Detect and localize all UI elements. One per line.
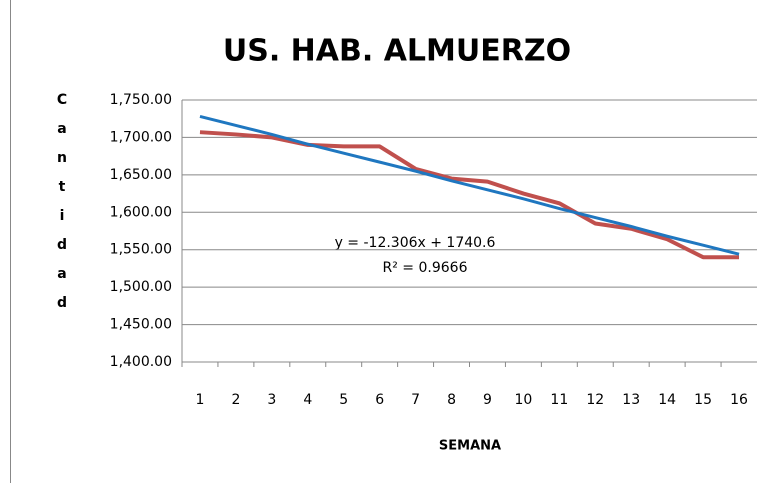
x-axis-label: SEMANA bbox=[439, 439, 501, 454]
y-tick-label: 1,650.00 bbox=[110, 167, 172, 183]
x-tick-label: 7 bbox=[411, 392, 420, 408]
y-tick-label: 1,750.00 bbox=[110, 92, 172, 108]
y-tick-label: 1,700.00 bbox=[110, 129, 172, 145]
y-axis-label: Cantidad bbox=[54, 92, 70, 324]
x-tick-label: 10 bbox=[514, 392, 532, 408]
x-tick-label: 8 bbox=[447, 392, 456, 408]
x-tick-label: 14 bbox=[658, 392, 676, 408]
x-tick-label: 15 bbox=[694, 392, 712, 408]
x-tick-label: 2 bbox=[231, 392, 240, 408]
x-tick-label: 9 bbox=[483, 392, 492, 408]
x-tick-label: 12 bbox=[586, 392, 604, 408]
x-tick-label: 1 bbox=[196, 392, 205, 408]
y-tick-label: 1,500.00 bbox=[110, 279, 172, 295]
x-tick-label: 6 bbox=[375, 392, 384, 408]
y-tick-label: 1,550.00 bbox=[110, 242, 172, 258]
series-line bbox=[199, 115, 740, 256]
x-tick-label: 16 bbox=[730, 392, 748, 408]
y-tick-label: 1,400.00 bbox=[110, 354, 172, 370]
x-tick-label: 5 bbox=[339, 392, 348, 408]
y-tick-label: 1,600.00 bbox=[110, 204, 172, 220]
series-line bbox=[199, 130, 740, 260]
annotation: y = -12.306x + 1740.6 bbox=[335, 235, 496, 251]
y-tick-label: 1,450.00 bbox=[110, 317, 172, 333]
annotation: R² = 0.9666 bbox=[383, 260, 468, 276]
x-tick-label: 11 bbox=[550, 392, 568, 408]
chart-border bbox=[10, 0, 770, 483]
x-tick-label: 4 bbox=[303, 392, 312, 408]
x-tick-label: 13 bbox=[622, 392, 640, 408]
chart-title: US. HAB. ALMUERZO bbox=[223, 34, 571, 69]
x-tick-label: 3 bbox=[267, 392, 276, 408]
